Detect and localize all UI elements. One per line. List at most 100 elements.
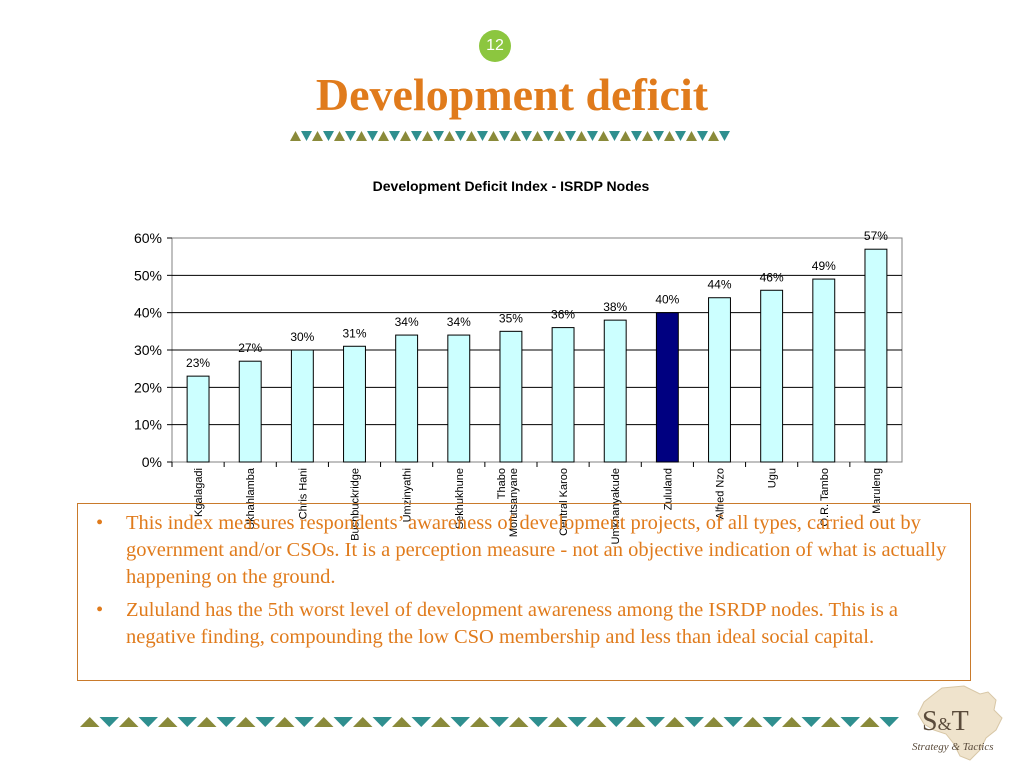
border-triangle (587, 717, 607, 727)
y-tick-label: 0% (142, 454, 162, 470)
border-triangle (80, 717, 100, 727)
border-triangle (708, 131, 719, 141)
bullet-text: This index measures respondents’ awarene… (126, 512, 947, 588)
border-triangle (466, 131, 477, 141)
development-deficit-chart: Development Deficit Index - ISRDP Nodes … (134, 178, 903, 544)
bar (186, 375, 210, 463)
border-triangle (323, 131, 334, 141)
border-triangle (216, 717, 236, 727)
logo-tagline: Strategy & Tactics (912, 741, 994, 753)
border-triangle (743, 717, 763, 727)
st-logo: S&T Strategy & Tactics (884, 684, 1014, 764)
top-triangle-border (290, 131, 730, 141)
border-triangle (554, 131, 565, 141)
border-triangle (653, 131, 664, 141)
bar (655, 312, 679, 463)
data-label: 49% (812, 259, 836, 273)
border-triangle (642, 131, 653, 141)
border-triangle (99, 717, 119, 727)
x-tick-label: Umkhanyakude (610, 468, 622, 544)
border-triangle (521, 131, 532, 141)
border-triangle (294, 717, 314, 727)
bar (499, 330, 523, 463)
x-tick-label: Alfred Nzo (715, 468, 727, 519)
bullet-dot: • (96, 512, 104, 534)
border-triangle (392, 717, 412, 727)
border-triangle (821, 717, 841, 727)
border-triangle (509, 717, 529, 727)
data-label: 44% (707, 278, 731, 292)
border-triangle (723, 717, 743, 727)
x-tick-label: Maruleng (871, 468, 883, 514)
border-triangle (532, 131, 543, 141)
x-tick-label: Zululand (662, 468, 674, 510)
border-triangle (488, 131, 499, 141)
x-tick-label: Ukhahlamba (245, 467, 257, 530)
border-triangle (431, 717, 451, 727)
border-triangle (801, 717, 821, 727)
border-triangle (378, 131, 389, 141)
x-tick-label: Ugu (767, 468, 779, 488)
border-triangle (675, 131, 686, 141)
chart-title: Development Deficit Index - ISRDP Nodes (373, 178, 650, 194)
bar (708, 297, 731, 463)
border-triangle (290, 131, 301, 141)
border-triangle (477, 131, 488, 141)
border-triangle (255, 717, 275, 727)
border-triangle (686, 131, 697, 141)
bullet-dot: • (96, 599, 104, 621)
page-number-badge: 12 (479, 30, 511, 62)
border-triangle (510, 131, 521, 141)
border-triangle (444, 131, 455, 141)
border-triangle (565, 131, 576, 141)
y-tick-label: 10% (134, 417, 162, 433)
data-label: 36% (551, 308, 575, 322)
border-triangle (275, 717, 295, 727)
border-triangle (879, 717, 899, 727)
x-tick-label: Kgalagadi (193, 468, 205, 517)
border-triangle (626, 717, 646, 727)
border-triangle (197, 717, 217, 727)
data-label: 30% (290, 330, 314, 344)
border-triangle (411, 131, 422, 141)
bullet-text: Zululand has the 5th worst level of deve… (126, 599, 899, 648)
border-triangle (433, 131, 444, 141)
bar (864, 248, 888, 463)
border-triangle (356, 131, 367, 141)
x-tick-label: ThaboMofutsanyane (496, 468, 520, 537)
border-triangle (587, 131, 598, 141)
border-triangle (177, 717, 197, 727)
bar (551, 327, 575, 463)
slide-title: Development deficit (315, 69, 709, 120)
bar (343, 345, 366, 463)
border-triangle (353, 717, 373, 727)
border-triangle (528, 717, 548, 727)
border-triangle (684, 717, 704, 727)
y-tick-label: 40% (134, 305, 162, 321)
x-tick-label: Chris Hani (297, 468, 309, 519)
border-triangle (840, 717, 860, 727)
border-triangle (620, 131, 631, 141)
border-triangle (158, 717, 178, 727)
x-tick-label: Umzinyathi (402, 468, 414, 522)
border-triangle (665, 717, 685, 727)
bullet-item: • This index measures respondents’ awaren… (88, 510, 956, 591)
data-label: 34% (395, 315, 419, 329)
border-triangle (499, 131, 510, 141)
border-triangle (606, 717, 626, 727)
bullet-box: • This index measures respondents’ awaren… (77, 503, 971, 681)
bar (447, 334, 471, 463)
border-triangle (782, 717, 802, 727)
y-tick-label: 20% (134, 379, 162, 395)
bar (290, 349, 314, 463)
border-triangle (455, 131, 466, 141)
border-triangle (314, 717, 334, 727)
border-triangle (762, 717, 782, 727)
x-tick-label: O.R. Tambo (819, 468, 831, 527)
x-tick-label: Bushbuckridge (350, 468, 362, 541)
border-triangle (119, 717, 139, 727)
bullet-item: • Zululand has the 5th worst level of dev… (88, 597, 956, 651)
data-label: 46% (760, 270, 784, 284)
bottom-triangle-border (80, 717, 899, 727)
x-tick-label: Central Karoo (558, 468, 570, 536)
